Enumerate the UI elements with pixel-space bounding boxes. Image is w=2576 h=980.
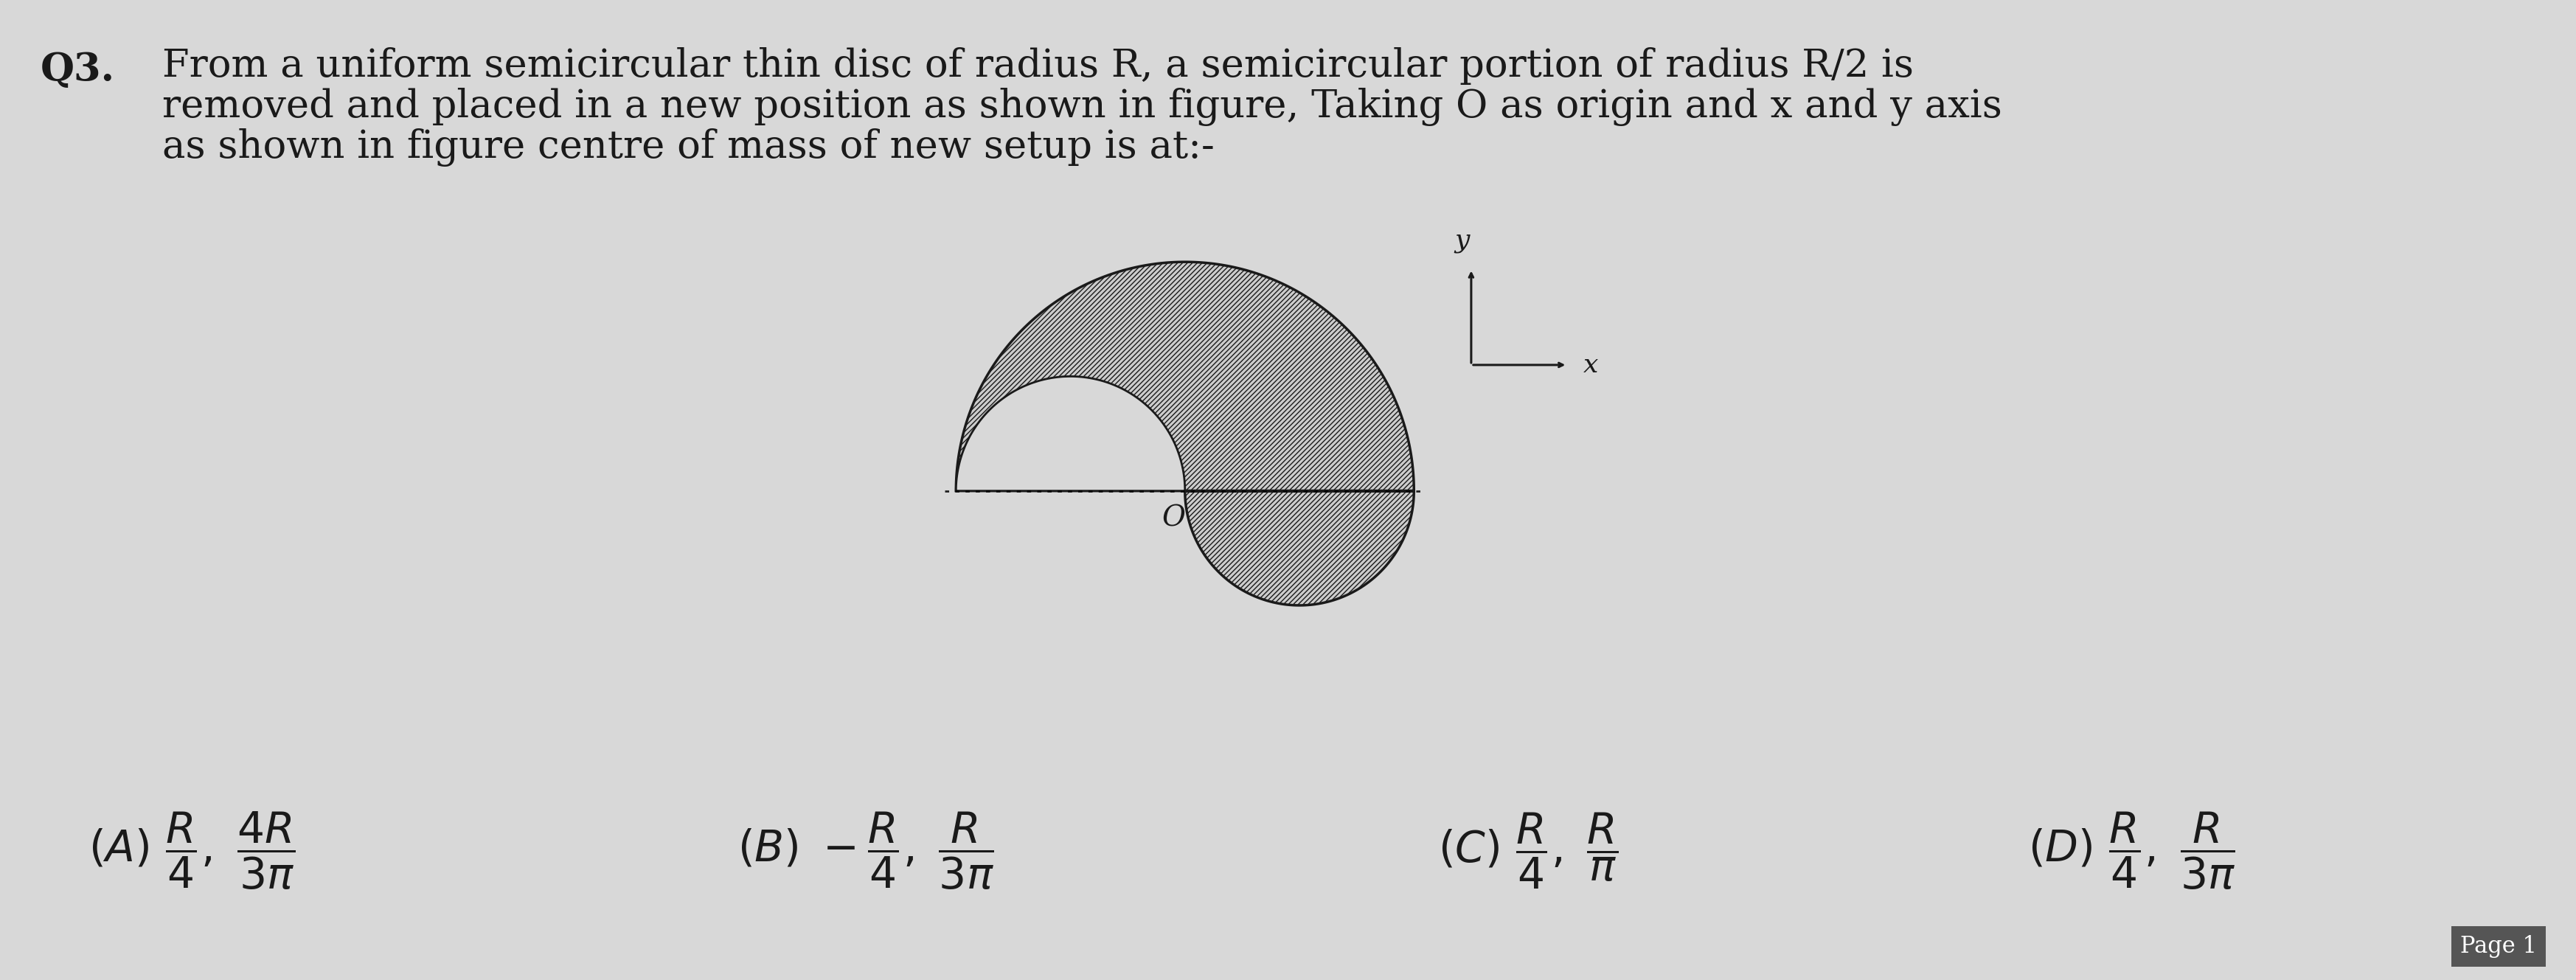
Text: $(D)\ \dfrac{R}{4},\ \dfrac{R}{3\pi}$: $(D)\ \dfrac{R}{4},\ \dfrac{R}{3\pi}$ [2027,810,2236,892]
Text: as shown in figure centre of mass of new setup is at:-: as shown in figure centre of mass of new… [162,128,1213,167]
Text: Q3.: Q3. [41,51,116,88]
Text: Page 1: Page 1 [2460,935,2537,957]
Text: $(C)\ \dfrac{R}{4},\ \dfrac{R}{\pi}$: $(C)\ \dfrac{R}{4},\ \dfrac{R}{\pi}$ [1437,811,1618,891]
Text: $(A)\ \dfrac{R}{4},\ \dfrac{4R}{3\pi}$: $(A)\ \dfrac{R}{4},\ \dfrac{4R}{3\pi}$ [88,810,296,892]
Polygon shape [956,262,1414,491]
Text: O: O [1162,505,1185,532]
Polygon shape [1185,491,1414,606]
Text: y: y [1455,227,1468,253]
Text: x: x [1584,353,1597,377]
Text: removed and placed in a new position as shown in figure, Taking O as origin and : removed and placed in a new position as … [162,88,2002,126]
Polygon shape [956,376,1185,491]
Text: $(B)\ -\dfrac{R}{4},\ \dfrac{R}{3\pi}$: $(B)\ -\dfrac{R}{4},\ \dfrac{R}{3\pi}$ [737,810,994,892]
Text: From a uniform semicircular thin disc of radius R, a semicircular portion of rad: From a uniform semicircular thin disc of… [162,47,1914,85]
